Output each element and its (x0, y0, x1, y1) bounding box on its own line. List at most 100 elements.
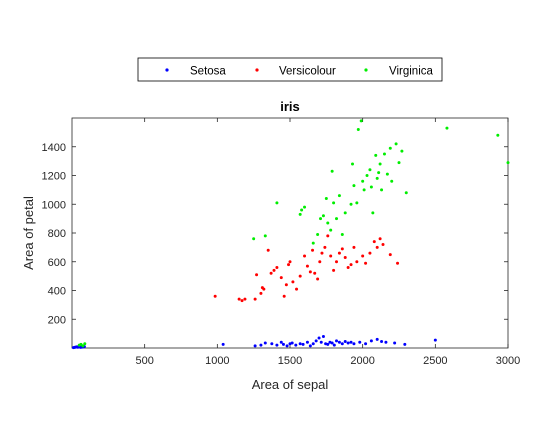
point-setosa (275, 343, 279, 347)
point-versicolour (340, 247, 344, 251)
point-virginica (361, 179, 365, 183)
point-virginica (506, 161, 510, 165)
point-setosa (301, 342, 305, 346)
point-virginica (335, 217, 339, 221)
point-setosa (380, 340, 384, 344)
point-setosa (343, 340, 347, 344)
point-versicolour (349, 263, 353, 267)
legend-entry-virginica: Virginica (364, 66, 433, 78)
point-virginica (319, 217, 323, 221)
point-setosa (270, 342, 274, 346)
point-virginica (397, 161, 401, 165)
point-versicolour (372, 240, 376, 244)
point-virginica (496, 133, 500, 137)
point-virginica (375, 176, 379, 180)
x-tick-label: 2500 (423, 355, 447, 367)
legend-label-virginica: Virginica (389, 66, 433, 78)
x-axis-ticks: 500 1000 1500 2000 2500 3000 (135, 118, 520, 367)
x-tick-label: 3000 (496, 355, 520, 367)
point-versicolour (337, 251, 341, 255)
point-versicolour (343, 255, 347, 259)
point-virginica (340, 232, 344, 236)
point-versicolour (243, 297, 247, 301)
point-versicolour (329, 254, 333, 258)
series-versicolour (213, 234, 400, 303)
legend-label-setosa: Setosa (190, 66, 226, 78)
point-setosa (364, 342, 368, 346)
point-virginica (324, 197, 328, 200)
point-virginica (377, 171, 381, 175)
point-versicolour (255, 273, 259, 277)
point-versicolour (361, 254, 365, 258)
legend-marker-virginica (364, 68, 368, 72)
point-versicolour (279, 276, 283, 280)
plot-area (71, 117, 509, 349)
series-virginica (77, 119, 510, 348)
point-versicolour (326, 234, 330, 238)
point-versicolour (266, 248, 270, 252)
point-setosa (352, 342, 356, 346)
point-virginica (343, 211, 347, 215)
legend: Setosa Versicolour Virginica (137, 57, 443, 82)
legend-entry-setosa: Setosa (165, 66, 226, 78)
point-virginica (329, 228, 333, 232)
point-versicolour (305, 264, 309, 268)
point-virginica (350, 162, 354, 166)
point-virginica (378, 162, 382, 166)
point-setosa (298, 342, 302, 346)
point-versicolour (298, 274, 302, 278)
point-versicolour (375, 245, 379, 249)
point-versicolour (320, 251, 324, 255)
point-virginica (365, 174, 369, 177)
legend-box (137, 57, 443, 82)
point-setosa (314, 339, 318, 343)
point-virginica (369, 185, 373, 189)
point-setosa (285, 344, 289, 348)
y-axis-label: Area of petal (21, 196, 36, 270)
point-virginica (263, 234, 267, 238)
point-setosa (393, 341, 397, 345)
point-setosa (369, 339, 373, 343)
point-versicolour (316, 277, 320, 281)
point-versicolour (313, 271, 317, 275)
legend-label-versicolour: Versicolour (279, 66, 336, 78)
point-versicolour (396, 261, 400, 265)
point-versicolour (295, 287, 299, 291)
point-versicolour (364, 261, 368, 265)
point-virginica (380, 188, 384, 192)
point-virginica (355, 201, 359, 205)
x-tick-label: 2000 (350, 355, 374, 367)
point-setosa (326, 342, 330, 346)
point-virginica (303, 205, 307, 209)
point-versicolour (282, 294, 286, 298)
point-versicolour (352, 245, 356, 249)
point-versicolour (272, 268, 276, 272)
point-setosa (349, 340, 353, 344)
y-tick-label: 1000 (42, 199, 66, 211)
point-virginica (300, 208, 304, 212)
point-setosa (403, 342, 407, 346)
point-setosa (321, 335, 325, 338)
point-versicolour (288, 260, 292, 264)
y-tick-label: 400 (48, 286, 66, 298)
point-virginica (382, 152, 386, 156)
point-virginica (337, 194, 341, 198)
point-virginica (316, 232, 320, 236)
point-versicolour (237, 297, 241, 301)
point-versicolour (378, 237, 382, 241)
point-setosa (294, 343, 298, 347)
point-virginica (359, 119, 363, 123)
point-versicolour (262, 287, 266, 291)
point-versicolour (253, 297, 257, 301)
point-virginica (445, 126, 449, 130)
point-setosa (221, 342, 225, 346)
point-versicolour (355, 260, 359, 264)
point-virginica (321, 214, 325, 218)
point-virginica (368, 168, 372, 172)
point-setosa (346, 341, 350, 345)
point-versicolour (323, 245, 327, 249)
point-virginica (298, 212, 302, 216)
legend-entry-versicolour: Versicolour (255, 66, 336, 78)
point-setosa (79, 345, 83, 349)
point-virginica (81, 344, 85, 348)
